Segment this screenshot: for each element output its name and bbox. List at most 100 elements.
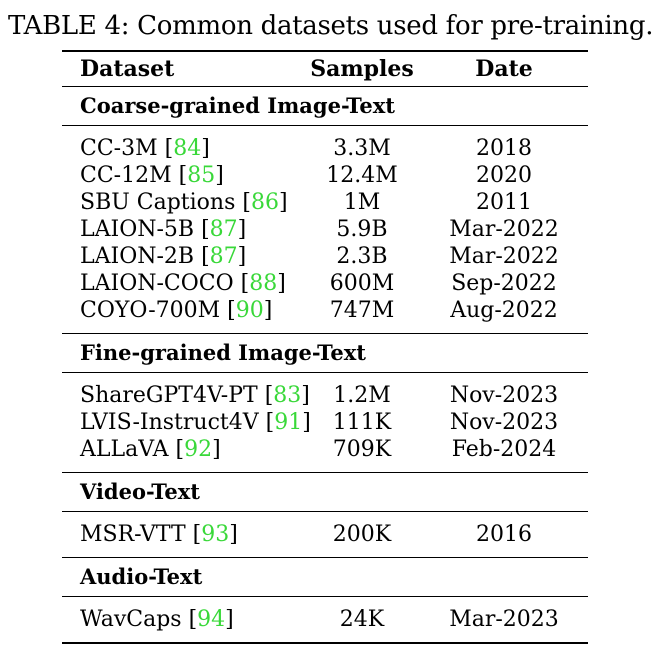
dataset-cell: LAION-COCO [88] xyxy=(80,271,286,296)
top-rule xyxy=(62,50,588,52)
table-row: WavCaps [94] 24K Mar-2023 xyxy=(62,606,588,633)
section-rule xyxy=(62,125,588,126)
samples-cell: 747M xyxy=(329,298,395,323)
citation-link[interactable]: 93 xyxy=(201,522,230,547)
date-cell: Nov-2023 xyxy=(449,410,559,435)
section-rule xyxy=(62,372,588,373)
header-row: Dataset Samples Date xyxy=(62,52,588,86)
section-rule xyxy=(62,333,588,334)
citation-link[interactable]: 88 xyxy=(249,271,278,296)
samples-cell: 2.3B xyxy=(336,244,388,269)
header-samples: Samples xyxy=(310,55,414,82)
dataset-name: COYO-700M xyxy=(80,298,221,323)
samples-cell: 1M xyxy=(343,190,381,215)
dataset-name: CC-12M xyxy=(80,163,172,188)
spacer xyxy=(62,463,588,472)
citation-link[interactable]: 94 xyxy=(197,607,226,632)
spacer xyxy=(62,597,588,606)
spacer xyxy=(62,633,588,642)
table-body: Coarse-grained Image-Text CC-3M [84] 3.3M 2… xyxy=(62,86,588,644)
table-row: LVIS-Instruct4V [91] 111K Nov-2023 xyxy=(62,409,588,436)
date-cell: Feb-2024 xyxy=(451,437,557,462)
table-row: ShareGPT4V-PT [83] 1.2M Nov-2023 xyxy=(62,382,588,409)
citation-link[interactable]: 87 xyxy=(209,217,238,242)
samples-cell: 600M xyxy=(329,271,395,296)
table-row: COYO-700M [90] 747M Aug-2022 xyxy=(62,297,588,324)
dataset-cell: CC-12M [85] xyxy=(80,163,224,188)
samples-cell: 3.3M xyxy=(333,136,391,161)
samples-cell: 1.2M xyxy=(333,383,391,408)
date-cell: Mar-2022 xyxy=(449,217,559,242)
spacer xyxy=(62,512,588,521)
table-row: SBU Captions [86] 1M 2011 xyxy=(62,189,588,216)
samples-cell: 5.9B xyxy=(336,217,388,242)
section-rule xyxy=(62,86,588,87)
section-rule xyxy=(62,557,588,558)
section-rule xyxy=(62,511,588,512)
spacer xyxy=(62,373,588,382)
citation-link[interactable]: 90 xyxy=(235,298,264,323)
pretraining-datasets-table: Dataset Samples Date Coarse-grained Imag… xyxy=(62,50,588,644)
dataset-name: WavCaps xyxy=(80,607,182,632)
dataset-cell: SBU Captions [86] xyxy=(80,190,288,215)
header-dataset: Dataset xyxy=(80,55,175,82)
samples-cell: 200K xyxy=(332,522,392,547)
samples-cell: 709K xyxy=(332,437,392,462)
date-cell: 2016 xyxy=(476,522,532,547)
dataset-name: SBU Captions xyxy=(80,190,236,215)
spacer xyxy=(62,126,588,135)
date-cell: Aug-2022 xyxy=(450,298,558,323)
table-row: MSR-VTT [93] 200K 2016 xyxy=(62,521,588,548)
dataset-cell: LAION-5B [87] xyxy=(80,217,247,242)
dataset-cell: WavCaps [94] xyxy=(80,607,234,632)
table-row: LAION-COCO [88] 600M Sep-2022 xyxy=(62,270,588,297)
date-cell: Sep-2022 xyxy=(451,271,557,296)
section-title: Coarse-grained Image-Text xyxy=(80,93,395,118)
citation-link[interactable]: 84 xyxy=(173,136,202,161)
citation-link[interactable]: 83 xyxy=(273,383,302,408)
samples-cell: 24K xyxy=(339,607,385,632)
dataset-name: LAION-COCO xyxy=(80,271,234,296)
date-cell: Nov-2023 xyxy=(449,383,559,408)
section-rule xyxy=(62,472,588,473)
citation-link[interactable]: 91 xyxy=(274,410,303,435)
citation-link[interactable]: 87 xyxy=(209,244,238,269)
date-cell: Mar-2022 xyxy=(449,244,559,269)
dataset-cell: MSR-VTT [93] xyxy=(80,522,238,547)
samples-cell: 12.4M xyxy=(326,163,398,188)
citation-link[interactable]: 92 xyxy=(184,437,213,462)
bottom-rule xyxy=(62,642,588,644)
dataset-name: MSR-VTT xyxy=(80,522,186,547)
dataset-cell: CC-3M [84] xyxy=(80,136,210,161)
citation-link[interactable]: 85 xyxy=(187,163,216,188)
dataset-name: LAION-2B xyxy=(80,244,195,269)
section-rule xyxy=(62,596,588,597)
spacer xyxy=(62,548,588,557)
date-cell: Mar-2023 xyxy=(449,607,559,632)
table-row: CC-12M [85] 12.4M 2020 xyxy=(62,162,588,189)
date-cell: 2011 xyxy=(476,190,532,215)
date-cell: 2020 xyxy=(476,163,532,188)
dataset-name: ShareGPT4V-PT xyxy=(80,383,258,408)
table-caption: TABLE 4: Common datasets used for pre-tr… xyxy=(8,11,652,41)
dataset-name: LVIS-Instruct4V xyxy=(80,410,259,435)
section-title: Video-Text xyxy=(80,479,200,504)
date-cell: 2018 xyxy=(476,136,532,161)
header-date: Date xyxy=(475,55,533,82)
table-row: ALLaVA [92] 709K Feb-2024 xyxy=(62,436,588,463)
dataset-cell: ALLaVA [92] xyxy=(80,437,221,462)
dataset-cell: COYO-700M [90] xyxy=(80,298,273,323)
table-row: LAION-2B [87] 2.3B Mar-2022 xyxy=(62,243,588,270)
dataset-cell: LVIS-Instruct4V [91] xyxy=(80,410,311,435)
samples-cell: 111K xyxy=(332,410,392,435)
spacer xyxy=(62,324,588,333)
dataset-name: ALLaVA xyxy=(80,437,169,462)
dataset-cell: ShareGPT4V-PT [83] xyxy=(80,383,310,408)
citation-link[interactable]: 86 xyxy=(250,190,279,215)
table-row: LAION-5B [87] 5.9B Mar-2022 xyxy=(62,216,588,243)
section-title: Fine-grained Image-Text xyxy=(80,340,366,365)
section-title: Audio-Text xyxy=(80,564,203,589)
dataset-cell: LAION-2B [87] xyxy=(80,244,247,269)
table-row: CC-3M [84] 3.3M 2018 xyxy=(62,135,588,162)
dataset-name: LAION-5B xyxy=(80,217,195,242)
